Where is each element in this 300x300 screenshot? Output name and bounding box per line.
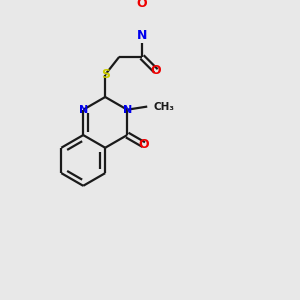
Text: N: N — [79, 105, 88, 115]
Text: N: N — [123, 105, 132, 115]
Text: O: O — [137, 0, 147, 10]
Text: N: N — [137, 29, 147, 42]
Text: S: S — [101, 68, 110, 81]
Text: O: O — [138, 138, 149, 151]
Text: CH₃: CH₃ — [154, 102, 175, 112]
Text: O: O — [151, 64, 161, 77]
